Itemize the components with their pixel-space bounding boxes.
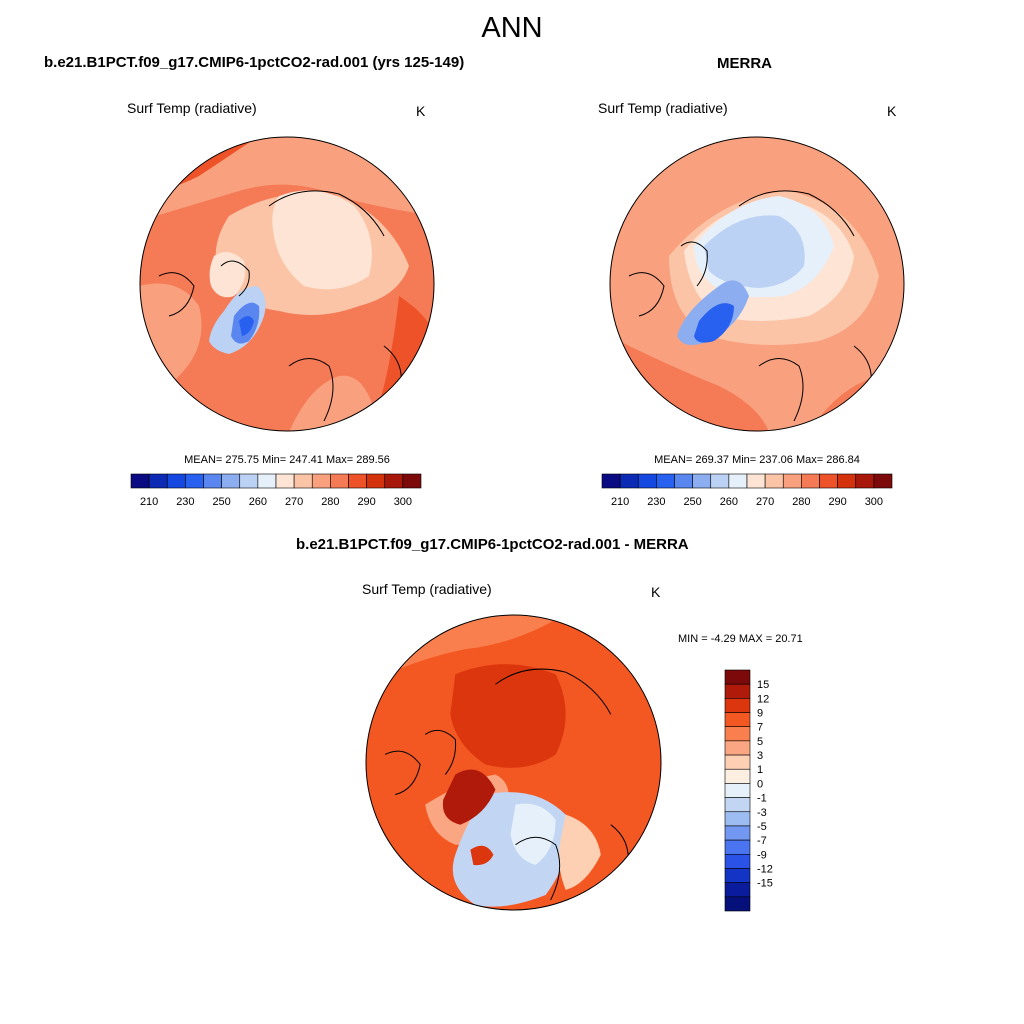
diff-colorbar-box xyxy=(724,768,751,784)
diff-colorbar-box xyxy=(724,797,751,813)
model-colorbar-tick-label: 270 xyxy=(285,496,303,508)
obs-colorbar-tick-label: 250 xyxy=(683,496,701,508)
diff-colorbar-tick-label: -5 xyxy=(757,821,767,833)
obs-colorbar-box xyxy=(819,473,838,489)
obs-colorbar-box xyxy=(782,473,802,489)
obs-colorbar-box xyxy=(619,473,639,489)
diff-colorbar: 15 12 9 7 5 3 1 0 -1 -3 -5 -7 -9 -12 -15 xyxy=(724,669,773,912)
diff-colorbar-tick-label: 9 xyxy=(757,708,763,720)
obs-panel-title: MERRA xyxy=(717,55,772,72)
obs-colorbar-box xyxy=(873,473,893,489)
diff-colorbar-tick-label: -1 xyxy=(757,793,767,805)
obs-stats-text: MEAN= 269.37 Min= 237.06 Max= 286.84 xyxy=(654,454,860,466)
diff-colorbar-box xyxy=(724,683,751,699)
obs-colorbar-tick-label: 270 xyxy=(756,496,774,508)
model-panel-title: b.e21.B1PCT.f09_g17.CMIP6-1pctCO2-rad.00… xyxy=(44,54,465,71)
obs-colorbar-box xyxy=(692,473,712,489)
obs-colorbar-box xyxy=(855,473,875,489)
diff-colorbar-tick-label: 3 xyxy=(757,750,763,762)
obs-variable-label: Surf Temp (radiative) xyxy=(598,100,728,116)
model-colorbar-box xyxy=(275,473,295,489)
model-stats-text: MEAN= 275.75 Min= 247.41 Max= 289.56 xyxy=(184,454,390,466)
model-colorbar-box xyxy=(148,473,168,489)
diff-colorbar-tick-label: 5 xyxy=(757,736,763,748)
obs-colorbar-tick-label: 300 xyxy=(865,496,883,508)
diff-colorbar-tick-label: -7 xyxy=(757,835,767,847)
diff-colorbar-tick-label: -3 xyxy=(757,807,767,819)
model-variable-label: Surf Temp (radiative) xyxy=(127,100,257,116)
model-colorbar-tick-label: 250 xyxy=(212,496,230,508)
obs-colorbar-tick-label: 290 xyxy=(828,496,846,508)
diff-colorbar-box xyxy=(724,754,751,770)
obs-colorbar-box xyxy=(637,473,657,489)
diff-panel-title: b.e21.B1PCT.f09_g17.CMIP6-1pctCO2-rad.00… xyxy=(296,536,689,553)
obs-colorbar-box xyxy=(601,473,621,489)
obs-colorbar-tick-label: 280 xyxy=(792,496,810,508)
figure-title: ANN xyxy=(481,12,543,44)
diff-colorbar-box xyxy=(724,712,751,728)
obs-colorbar-box xyxy=(764,473,784,489)
diff-colorbar-box xyxy=(724,839,751,855)
model-colorbar-tick-label: 210 xyxy=(140,496,158,508)
diff-units-label: K xyxy=(651,584,661,600)
diff-colorbar-box xyxy=(724,698,751,713)
obs-colorbar-box xyxy=(837,473,857,489)
diff-colorbar-tick-label: -12 xyxy=(757,863,773,875)
diff-stats-text: MIN = -4.29 MAX = 20.71 xyxy=(678,633,803,645)
obs-units-label: K xyxy=(887,103,897,119)
model-colorbar-box xyxy=(402,473,422,489)
obs-colorbar-tick-label: 260 xyxy=(720,496,738,508)
obs-colorbar-box xyxy=(801,473,820,489)
model-colorbar-box xyxy=(257,473,277,489)
diff-colorbar-box xyxy=(724,726,751,742)
model-colorbar-box xyxy=(185,473,204,489)
obs-colorbar-box xyxy=(746,473,766,489)
diff-colorbar-box xyxy=(724,868,751,883)
model-colorbar-box xyxy=(130,473,150,489)
obs-polar-map xyxy=(609,136,905,432)
diff-colorbar-tick-label: -9 xyxy=(757,849,767,861)
diff-colorbar-box xyxy=(724,896,751,912)
model-colorbar-box xyxy=(366,473,386,489)
obs-colorbar: 210 230 250 260 270 280 290 300 xyxy=(601,473,893,508)
diff-colorbar-box xyxy=(724,669,751,685)
diff-colorbar-tick-label: 1 xyxy=(757,764,763,776)
model-colorbar-box xyxy=(311,473,331,489)
model-polar-map xyxy=(139,136,435,432)
model-colorbar-box xyxy=(239,473,259,489)
model-colorbar-box xyxy=(384,473,404,489)
model-colorbar-tick-label: 280 xyxy=(321,496,339,508)
diff-colorbar-box xyxy=(724,882,751,898)
diff-colorbar-tick-label: 7 xyxy=(757,722,763,734)
diff-colorbar-box xyxy=(724,825,751,841)
diff-colorbar-box xyxy=(724,811,751,827)
obs-colorbar-box xyxy=(674,473,693,489)
obs-colorbar-box xyxy=(656,473,675,489)
diff-colorbar-tick-label: 15 xyxy=(757,679,769,691)
diff-colorbar-box xyxy=(724,740,751,756)
obs-colorbar-tick-label: 210 xyxy=(611,496,629,508)
model-colorbar-tick-label: 230 xyxy=(176,496,194,508)
diff-colorbar-box xyxy=(724,783,751,798)
diff-colorbar-tick-label: 12 xyxy=(757,693,769,705)
model-colorbar-box xyxy=(203,473,222,489)
model-colorbar: 210 230 250 260 270 280 290 300 xyxy=(130,473,422,508)
model-colorbar-box xyxy=(293,473,313,489)
diff-colorbar-box xyxy=(724,853,751,869)
model-colorbar-box xyxy=(166,473,186,489)
diff-polar-map xyxy=(365,614,662,911)
model-colorbar-tick-label: 300 xyxy=(394,496,412,508)
model-colorbar-tick-label: 290 xyxy=(357,496,375,508)
obs-colorbar-tick-label: 230 xyxy=(647,496,665,508)
obs-colorbar-box xyxy=(728,473,748,489)
model-colorbar-box xyxy=(330,473,349,489)
diff-variable-label: Surf Temp (radiative) xyxy=(362,581,492,597)
model-colorbar-box xyxy=(221,473,241,489)
model-colorbar-tick-label: 260 xyxy=(249,496,267,508)
obs-colorbar-box xyxy=(710,473,730,489)
model-units-label: K xyxy=(416,103,426,119)
model-colorbar-box xyxy=(348,473,367,489)
diff-colorbar-tick-label: 0 xyxy=(757,778,763,790)
diff-colorbar-tick-label: -15 xyxy=(757,878,773,890)
